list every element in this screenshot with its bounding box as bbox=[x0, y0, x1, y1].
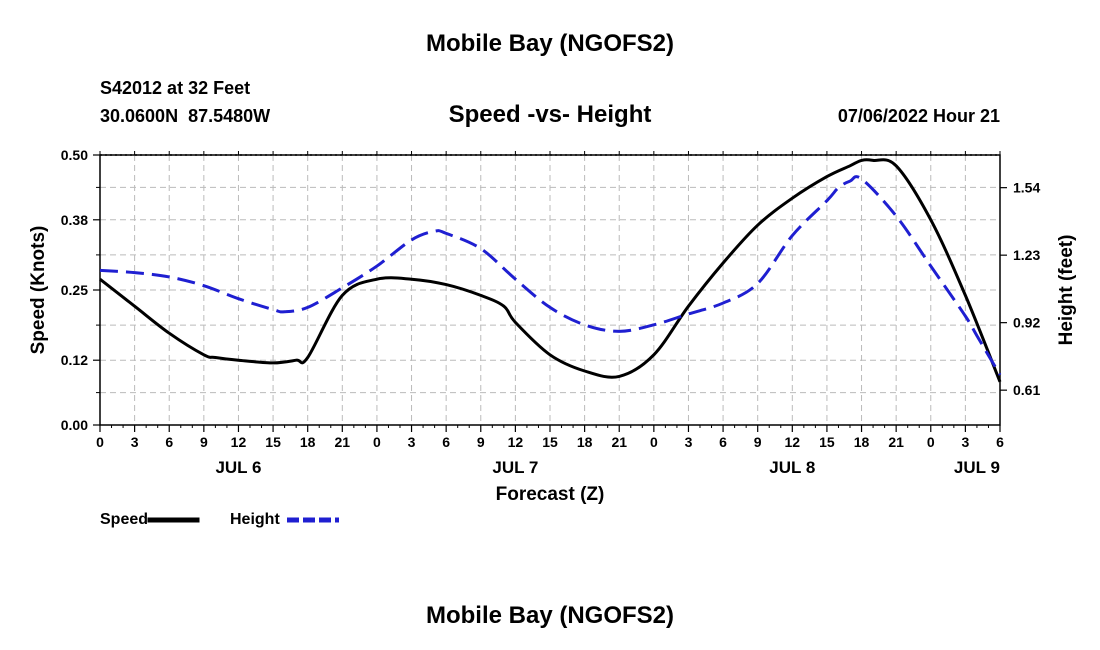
x-tick-label: 18 bbox=[854, 434, 870, 450]
x-tick-label: 12 bbox=[508, 434, 524, 450]
axis-labels: 0 3 6 9 12 15 18 21 0 3 6 9 12 15 18 21 0 3 6 9 12 15 18 21 0 3 6 J… bbox=[28, 147, 1077, 505]
x-tick-label: 9 bbox=[477, 434, 485, 450]
y-axis-title: Speed (Knots) bbox=[28, 226, 49, 355]
x-tick-label: 12 bbox=[231, 434, 247, 450]
x-tick-label: 9 bbox=[754, 434, 762, 450]
y-tick-label: 0.38 bbox=[61, 212, 88, 228]
x-tick-label: 3 bbox=[961, 434, 969, 450]
page-title: Mobile Bay (NGOFS2) bbox=[425, 30, 675, 57]
date-label: JUL 9 bbox=[954, 458, 1000, 477]
y2-tick-label: 1.54 bbox=[1013, 180, 1040, 196]
x-tick-label: 0 bbox=[927, 434, 935, 450]
x-tick-label: 21 bbox=[888, 434, 904, 450]
x-tick-label: 15 bbox=[819, 434, 835, 450]
date-label: JUL 6 bbox=[215, 458, 261, 477]
x-axis-title: Forecast (Z) bbox=[496, 484, 605, 505]
x-tick-label: 21 bbox=[611, 434, 627, 450]
legend-label-height: Height bbox=[230, 511, 280, 528]
x-tick-label: 0 bbox=[96, 434, 104, 450]
series-lines bbox=[99, 158, 1002, 383]
date-label: JUL 7 bbox=[492, 458, 538, 477]
x-tick-label: 3 bbox=[131, 434, 139, 450]
x-tick-label: 18 bbox=[300, 434, 316, 450]
x-tick-label: 0 bbox=[373, 434, 381, 450]
coordinates-label: 30.0600N 87.5480W bbox=[100, 106, 271, 126]
y2-tick-label: 0.92 bbox=[1013, 315, 1040, 331]
footer-title: Mobile Bay (NGOFS2) bbox=[425, 602, 675, 629]
x-tick-label: 15 bbox=[542, 434, 558, 450]
x-tick-label: 6 bbox=[165, 434, 173, 450]
y2-tick-label: 1.23 bbox=[1013, 247, 1040, 263]
y-tick-label: 0.00 bbox=[61, 417, 88, 433]
legend: Speed Height bbox=[100, 511, 339, 528]
legend-label-speed: Speed bbox=[100, 511, 148, 528]
x-tick-label: 3 bbox=[685, 434, 693, 450]
speed-height-chart: 0 3 6 9 12 15 18 21 0 3 6 9 12 15 18 21 0 3 6 9 12 15 18 21 0 3 6 J… bbox=[28, 147, 1077, 528]
grid-lines bbox=[100, 154, 1000, 425]
x-tick-label: 6 bbox=[996, 434, 1004, 450]
axis-ticks bbox=[93, 151, 1007, 432]
timestamp-label: 07/06/2022 Hour 21 bbox=[837, 106, 1000, 126]
y2-tick-label: 0.61 bbox=[1013, 382, 1040, 398]
x-tick-label: 15 bbox=[265, 434, 281, 450]
x-tick-label: 18 bbox=[577, 434, 593, 450]
chart-subtitle: Speed -vs- Height bbox=[448, 101, 652, 128]
x-tick-label: 6 bbox=[719, 434, 727, 450]
x-tick-label: 0 bbox=[650, 434, 658, 450]
x-tick-label: 9 bbox=[200, 434, 208, 450]
x-tick-label: 6 bbox=[442, 434, 450, 450]
y-tick-label: 0.25 bbox=[61, 282, 88, 298]
date-label: JUL 8 bbox=[769, 458, 815, 477]
speed-series-line bbox=[99, 158, 1002, 383]
y-tick-label: 0.12 bbox=[61, 352, 88, 368]
x-tick-label: 3 bbox=[408, 434, 416, 450]
x-tick-label: 21 bbox=[335, 434, 351, 450]
x-tick-label: 12 bbox=[785, 434, 801, 450]
y-tick-label: 0.50 bbox=[61, 147, 88, 163]
y2-axis-title: Height (feet) bbox=[1056, 235, 1077, 346]
height-series-line bbox=[99, 175, 1002, 376]
station-label: S42012 at 32 Feet bbox=[100, 78, 251, 98]
